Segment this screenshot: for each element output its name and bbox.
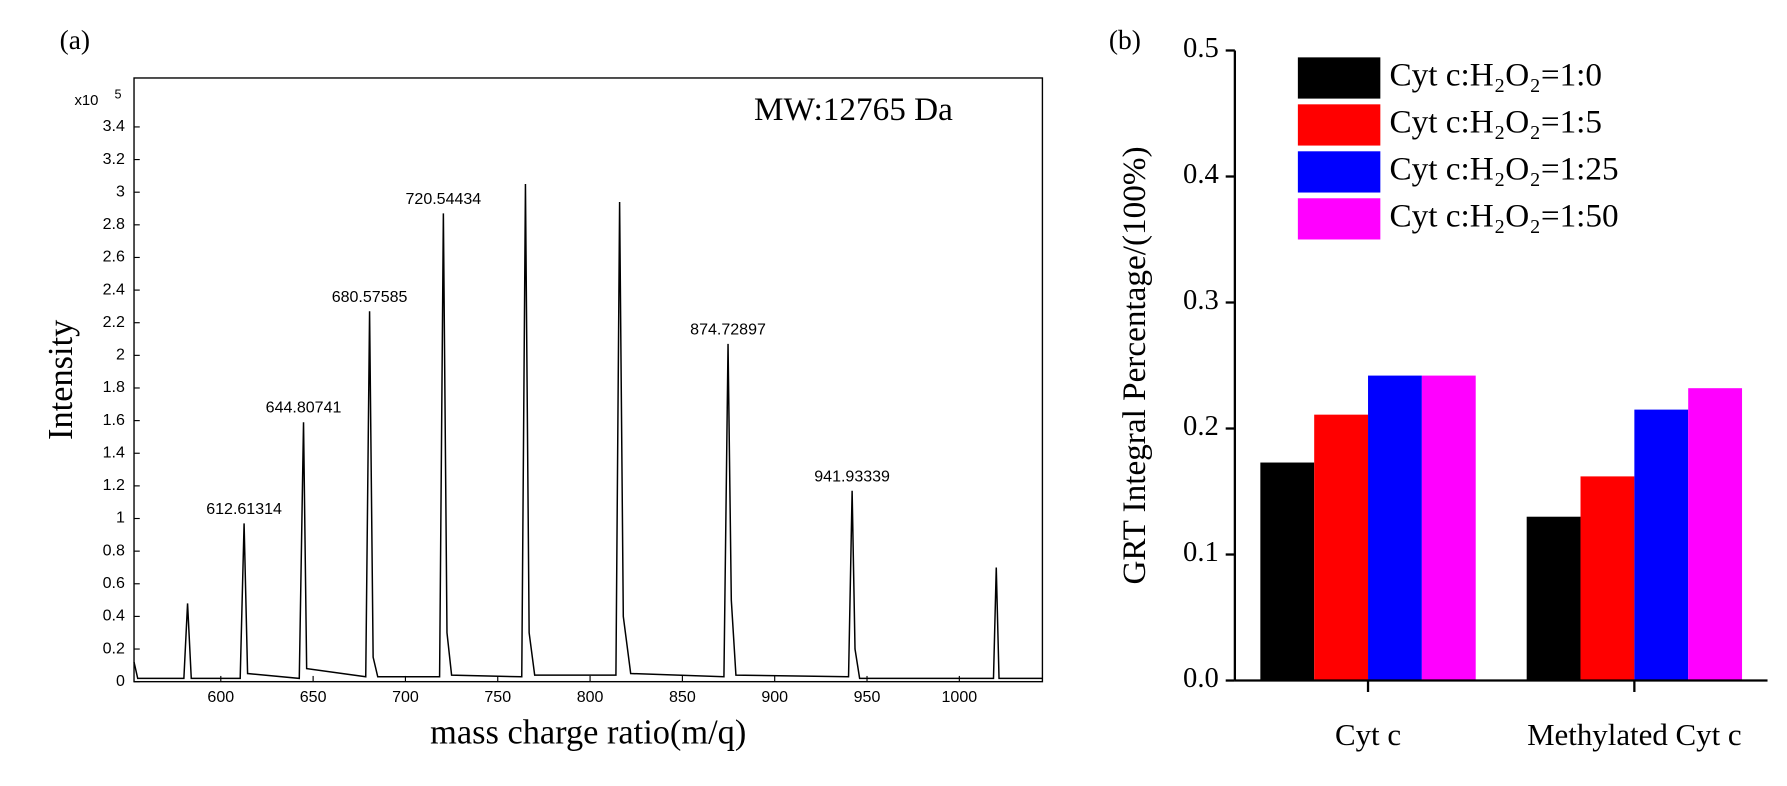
y-tick-label: 1.4 [103, 443, 125, 461]
y-axis-label: Intensity [42, 319, 80, 440]
y-tick-label: 2.2 [103, 313, 125, 331]
y-tick-label: 0.8 [103, 541, 125, 559]
panel-label: (a) [60, 25, 91, 55]
x-tick-label: 950 [854, 688, 881, 706]
legend-swatch [1297, 198, 1381, 240]
y-tick-label: 3.2 [103, 150, 125, 168]
y-tick-label: 0.4 [103, 607, 125, 625]
y-tick-label: 0 [116, 672, 125, 690]
y-tick-label: 1 [116, 509, 125, 527]
bar [1526, 516, 1581, 681]
y-tick-label: 2.4 [103, 280, 125, 298]
legend-label: Cyt c:H₂O₂=1:50 [1390, 198, 1619, 235]
bar [1368, 375, 1422, 681]
x-axis-label: mass charge ratio(m/q) [430, 713, 746, 751]
plot-frame [133, 77, 1044, 683]
bar [1260, 462, 1315, 681]
legend-label: Cyt c:H₂O₂=1:5 [1390, 104, 1603, 141]
y-axis-label: GRT Integral Percentage/(100%) [1116, 146, 1153, 584]
spectrum-line [133, 184, 1043, 680]
x-tick-label: Cyt c [1335, 717, 1401, 752]
x-tick-label: 1000 [942, 688, 978, 706]
legend-swatch [1297, 151, 1381, 193]
x-tick-label: 900 [761, 688, 788, 706]
y-tick-label: 0.2 [1183, 410, 1219, 442]
x-tick-label: 700 [392, 688, 419, 706]
bar [1421, 375, 1476, 681]
x-tick-label: 600 [207, 688, 234, 706]
legend-swatch [1297, 57, 1381, 99]
bar [1688, 388, 1743, 681]
y-tick-label: 3.4 [103, 117, 125, 135]
bar [1580, 476, 1635, 681]
x-tick-label: 800 [577, 688, 604, 706]
y-tick-label: 0.4 [1183, 158, 1219, 190]
bar [1314, 414, 1369, 681]
bar [1634, 409, 1689, 681]
annotation: MW:12765 Da [754, 91, 953, 128]
x-tick-label: 650 [300, 688, 327, 706]
y-tick-label: 1.8 [103, 378, 125, 396]
peak-label: 874.72897 [690, 320, 766, 338]
y-tick-label: 0.0 [1183, 662, 1219, 694]
y-tick-label: 0.5 [1183, 32, 1219, 64]
x-tick-label: 750 [484, 688, 511, 706]
y-tick-label: 0.6 [103, 574, 125, 592]
legend-label: Cyt c:H₂O₂=1:25 [1390, 151, 1619, 188]
peak-label: 644.80741 [266, 399, 342, 417]
y-tick-label: 0.2 [103, 639, 125, 657]
x-tick-label: Methylated Cyt c [1527, 717, 1742, 752]
y-tick-label: 3 [116, 182, 125, 200]
peak-label: 680.57585 [332, 288, 408, 306]
y-tick-label: 2.8 [103, 215, 125, 233]
peak-label: 612.61314 [206, 500, 282, 518]
y-multiplier-exponent: 5 [115, 87, 122, 101]
y-tick-label: 1.2 [103, 476, 125, 494]
y-tick-label: 0.3 [1183, 284, 1219, 316]
panel-label: (b) [1109, 25, 1141, 55]
peak-label: 720.54434 [406, 190, 482, 208]
legend-label: Cyt c:H₂O₂=1:0 [1390, 57, 1603, 94]
legend-swatch [1297, 104, 1381, 146]
y-tick-label: 2 [116, 346, 125, 364]
y-tick-label: 2.6 [103, 248, 125, 266]
x-tick-label: 850 [669, 688, 696, 706]
y-tick-label: 0.1 [1183, 536, 1219, 568]
y-multiplier: x10 [74, 93, 98, 109]
peak-label: 941.93339 [814, 467, 890, 485]
y-tick-label: 1.6 [103, 411, 125, 429]
